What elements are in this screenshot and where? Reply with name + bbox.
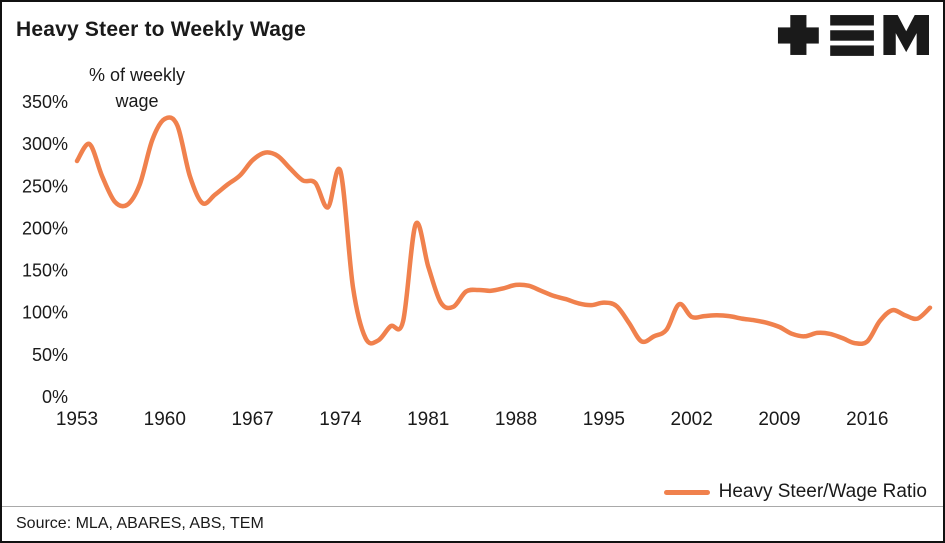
x-tick-label: 1995 xyxy=(583,409,625,430)
y-tick-label: 350% xyxy=(22,92,68,112)
y-tick-label: 0% xyxy=(42,387,68,407)
legend: Heavy Steer/Wage Ratio xyxy=(663,480,927,504)
y-tick-label: 200% xyxy=(22,218,68,238)
x-tick-label: 1988 xyxy=(495,409,537,430)
x-tick-label: 1953 xyxy=(56,409,98,430)
x-tick-label: 1967 xyxy=(231,409,273,430)
tem-logo-icon xyxy=(777,15,929,56)
legend-label: Heavy Steer/Wage Ratio xyxy=(718,481,927,502)
x-tick-label: 1960 xyxy=(144,409,186,430)
y-tick-label: 250% xyxy=(22,176,68,196)
y-axis-title: % of weekly wage xyxy=(88,65,186,112)
source-note: Source: MLA, ABARES, ABS, TEM xyxy=(16,515,264,532)
y-tick-label: 300% xyxy=(22,134,68,154)
x-tick-label: 2016 xyxy=(846,409,888,430)
footer-divider xyxy=(2,506,943,507)
y-tick-label: 100% xyxy=(22,303,68,323)
x-tick-label: 1981 xyxy=(407,409,449,430)
wage-ratio-line xyxy=(74,115,933,347)
page-title: Heavy Steer to Weekly Wage xyxy=(16,18,306,41)
x-tick-label: 2002 xyxy=(671,409,713,430)
y-tick-label: 150% xyxy=(22,261,68,281)
x-tick-label: 1974 xyxy=(319,409,362,430)
chart: 0% 50% 100% 150% 200% 250% 300% 350% 1953 1960 196… xyxy=(22,92,933,430)
y-tick-label: 50% xyxy=(32,345,68,365)
legend-line-swatch xyxy=(663,489,710,495)
x-tick-label: 2009 xyxy=(758,409,800,430)
